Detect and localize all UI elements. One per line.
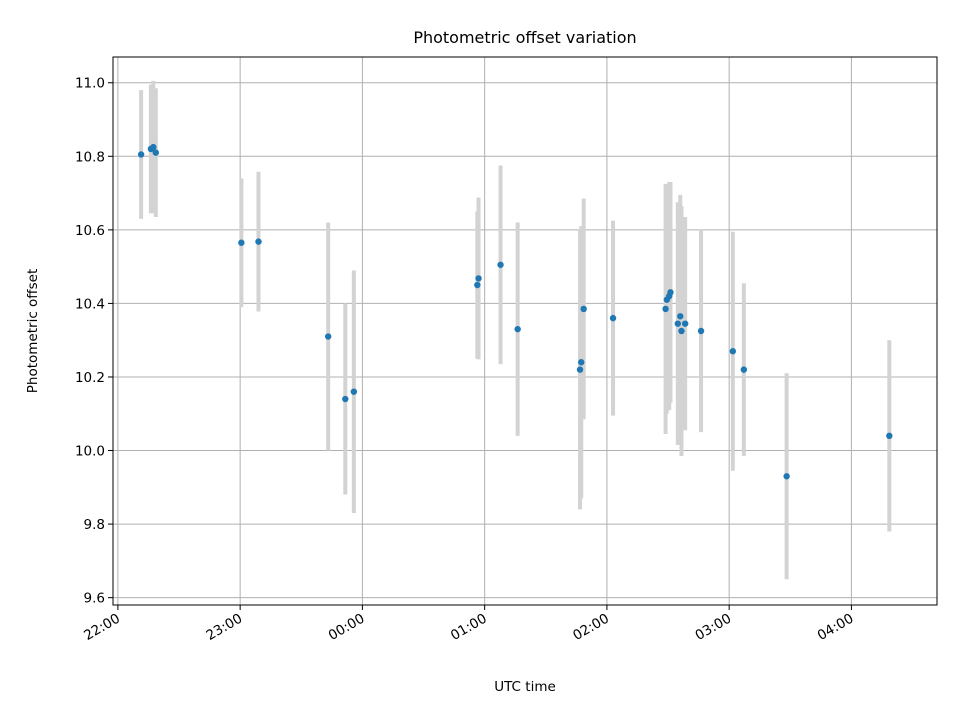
y-tick-label: 10.2 <box>75 370 105 386</box>
data-point <box>681 320 689 327</box>
data-point <box>667 289 674 296</box>
data-point <box>580 305 587 313</box>
data-points <box>137 143 893 480</box>
x-tick-label: 04:00 <box>815 611 857 644</box>
grid <box>113 57 937 605</box>
data-point <box>674 320 682 327</box>
data-point <box>324 333 332 340</box>
y-axis-label: Photometric offset <box>25 269 41 393</box>
data-point <box>740 366 748 373</box>
data-point <box>886 432 893 440</box>
x-tick-label: 22:00 <box>81 611 123 644</box>
data-point <box>578 359 585 366</box>
y-tick-label: 9.8 <box>84 517 105 533</box>
x-tick-label: 02:00 <box>570 611 612 644</box>
data-point <box>697 327 705 335</box>
data-point <box>350 388 358 395</box>
y-tick-label: 10.8 <box>75 149 105 165</box>
data-point <box>678 327 685 335</box>
data-point <box>255 238 262 245</box>
data-point <box>783 473 790 480</box>
data-point <box>238 239 245 246</box>
data-point <box>662 305 669 313</box>
chart-title: Photometric offset variation <box>413 28 636 47</box>
data-point <box>474 281 481 289</box>
data-point <box>475 275 482 282</box>
data-point <box>609 314 617 322</box>
data-point <box>514 325 521 333</box>
data-point <box>342 395 349 403</box>
x-tick-label: 00:00 <box>326 611 368 644</box>
axis-ticks: 22:00 23:00 00:00 01:00 02:00 03:00 04:00 9.6 9.… <box>75 76 856 644</box>
data-point <box>150 143 157 151</box>
x-tick-label: 23:00 <box>203 611 245 644</box>
x-tick-label: 01:00 <box>448 611 490 644</box>
data-point <box>729 348 737 355</box>
y-tick-label: 11.0 <box>75 76 105 92</box>
data-point <box>137 151 145 158</box>
y-tick-label: 9.6 <box>84 591 105 607</box>
x-axis-label: UTC time <box>494 679 556 695</box>
x-tick-label: 03:00 <box>692 611 734 644</box>
data-point <box>576 366 584 373</box>
data-point <box>152 149 159 156</box>
y-tick-label: 10.0 <box>75 444 105 460</box>
plot-frame <box>112 56 938 606</box>
data-point <box>497 261 504 268</box>
data-point <box>677 313 684 320</box>
y-tick-label: 10.4 <box>75 296 105 312</box>
y-tick-label: 10.6 <box>75 223 105 239</box>
